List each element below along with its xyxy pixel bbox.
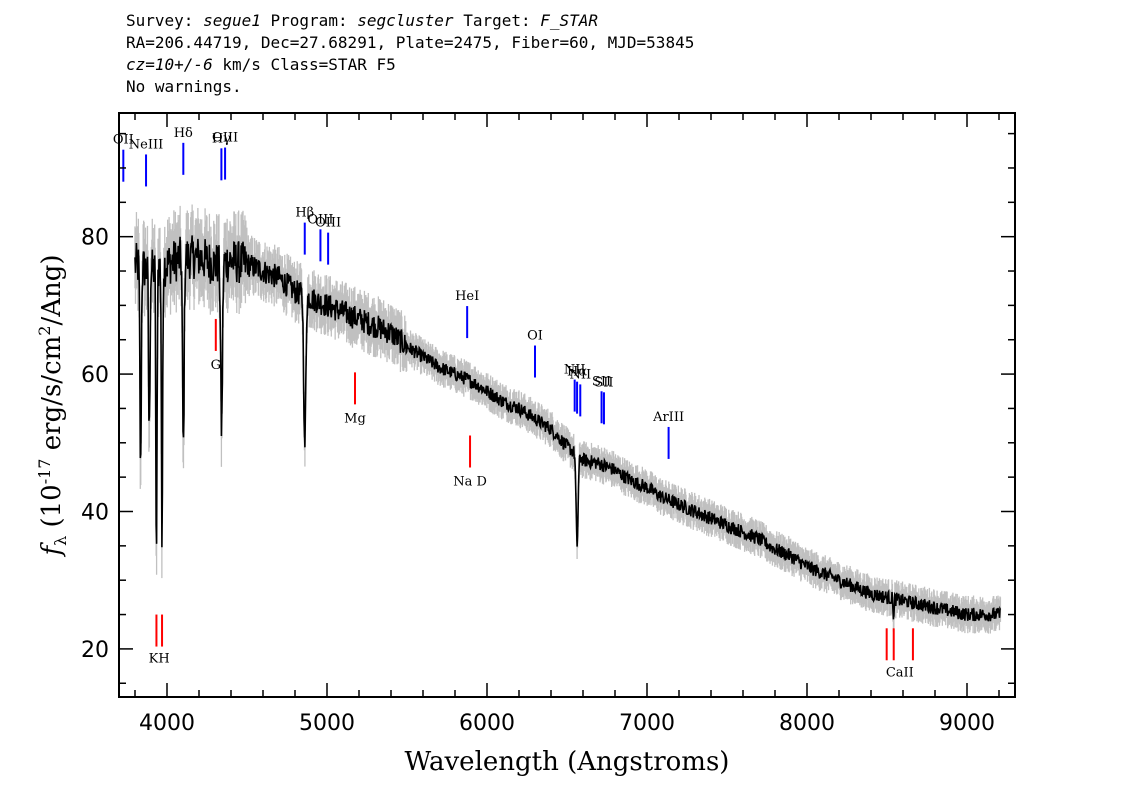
- header-line-redshift: cz=10+/-6 km/s Class=STAR F5: [126, 54, 694, 76]
- x-tick-label: 9000: [939, 711, 995, 736]
- x-tick-label: 6000: [459, 711, 515, 736]
- x-tick-label: 7000: [619, 711, 675, 736]
- emission-line-label: Hδ: [174, 126, 193, 141]
- program-label: Program:: [270, 11, 348, 30]
- emission-line-label: OIII: [212, 131, 238, 146]
- y-tick-label: 60: [81, 363, 109, 388]
- x-tick-label: 8000: [779, 711, 835, 736]
- cz-value: cz=10+/-6: [126, 55, 213, 74]
- axis-ticks: 4000 5000 6000 7000 8000 9000 20 40 60 80: [81, 113, 1015, 736]
- emission-line-label: Hβ: [295, 206, 314, 221]
- emission-line-label: NII: [569, 367, 591, 382]
- emission-line-label: Hα: [567, 365, 587, 380]
- program-value: segcluster: [357, 11, 454, 30]
- emission-line-label: OIII: [315, 216, 341, 231]
- y-title-open: (10: [37, 484, 67, 536]
- emission-line-label: Hγ: [212, 131, 231, 146]
- emission-line-label: OI: [527, 329, 543, 344]
- y-title-lambda: λ: [51, 536, 70, 546]
- x-tick-label: 4000: [139, 711, 195, 736]
- y-title-exp2: 2: [35, 326, 54, 336]
- y-title-end: /Ang): [37, 254, 67, 325]
- survey-value: segue1: [203, 11, 261, 30]
- emission-line-label: HeI: [455, 289, 479, 304]
- y-title-units: erg/s/cm: [37, 336, 67, 459]
- flux-series-line: [134, 235, 1002, 622]
- class-text: km/s Class=STAR F5: [212, 55, 396, 74]
- absorption-line-label: Mg: [344, 411, 366, 426]
- absorption-line-label: KH: [149, 652, 170, 667]
- x-axis-title: Wavelength (Angstroms): [405, 747, 730, 777]
- target-label: Target:: [463, 11, 531, 30]
- header-line-warnings: No warnings.: [126, 77, 242, 96]
- emission-line-label: SII: [594, 375, 613, 390]
- header-line-coords: RA=206.44719, Dec=27.68291, Plate=2475, …: [126, 33, 695, 52]
- y-tick-label: 40: [81, 500, 109, 525]
- survey-label: Survey:: [126, 11, 194, 30]
- absorption-line-label: G: [211, 358, 221, 373]
- target-value: F_STAR: [540, 11, 599, 30]
- spectrum-header: Survey: segue1 Program: segcluster Targe…: [126, 10, 694, 98]
- y-axis-title: fλ (10-17 erg/s/cm2/Ang): [35, 254, 70, 557]
- absorption-line-label: Na D: [453, 475, 487, 490]
- absorption-line-markers: KH G Mg Na D CaII: [149, 318, 914, 680]
- y-tick-label: 20: [81, 638, 109, 663]
- emission-line-label: ArIII: [652, 410, 684, 425]
- y-tick-label: 80: [81, 226, 109, 251]
- emission-line-label: SII: [592, 374, 611, 389]
- absorption-line-label: CaII: [886, 665, 914, 680]
- plot-frame: [118, 112, 1016, 698]
- header-line-survey: Survey: segue1 Program: segcluster Targe…: [126, 10, 694, 32]
- emission-line-label: NII: [564, 363, 586, 378]
- x-tick-label: 5000: [299, 711, 355, 736]
- emission-line-label: NeIII: [129, 137, 163, 152]
- emission-line-label: OIII: [307, 212, 333, 227]
- y-title-exp: -17: [35, 459, 54, 485]
